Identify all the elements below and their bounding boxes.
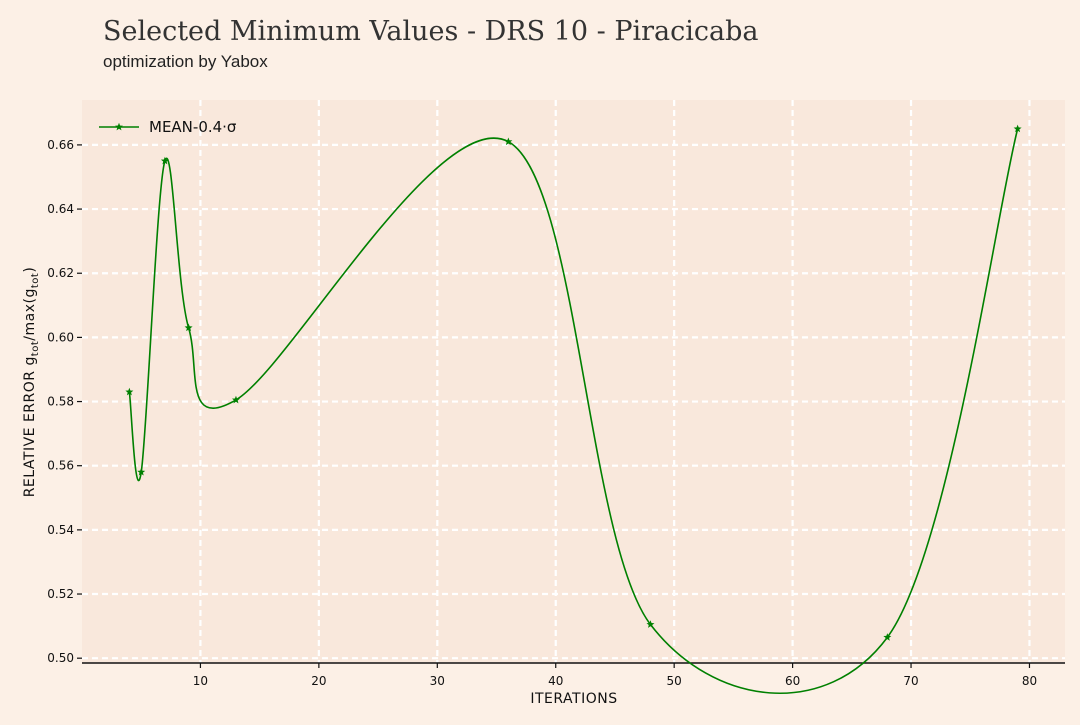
x-tick-label: 30 [430, 674, 445, 688]
y-tick-label: 0.60 [47, 330, 74, 344]
data-point [160, 156, 169, 165]
x-tick-label: 60 [785, 674, 800, 688]
data-point [137, 467, 146, 476]
legend-star-marker [115, 122, 123, 131]
y-tick-label: 0.54 [47, 523, 74, 537]
y-axis-label-sub1: tot [30, 341, 41, 356]
x-tick-label: 10 [193, 674, 208, 688]
y-tick-label: 0.56 [47, 459, 74, 473]
data-point [646, 620, 655, 628]
chart-subtitle: optimization by Yabox [103, 52, 268, 71]
y-tick-label: 0.62 [47, 266, 74, 280]
x-tick-label: 20 [311, 674, 326, 688]
y-axis-label-mid: /max(g [22, 288, 38, 341]
y-axis-label-post: ) [22, 267, 38, 273]
x-tick-label: 70 [903, 674, 918, 688]
series-layer [125, 124, 1022, 694]
data-point [504, 137, 513, 146]
grid [82, 100, 1065, 663]
data-point [231, 395, 240, 404]
y-ticks: 0.50 0.52 0.54 0.56 0.58 0.60 0.62 0.64 0.66 [47, 138, 82, 665]
x-tick-label: 80 [1022, 674, 1037, 688]
legend-label: MEAN-0.4·σ [149, 118, 237, 136]
y-axis-label-pre: RELATIVE ERROR g [22, 356, 38, 497]
y-tick-label: 0.64 [47, 202, 74, 216]
x-tick-label: 40 [548, 674, 563, 688]
chart-title: Selected Minimum Values - DRS 10 - Pirac… [103, 16, 759, 47]
y-axis-label: RELATIVE ERROR gtot/max(gtot) [22, 267, 41, 498]
data-point [1013, 124, 1022, 133]
data-point [125, 387, 134, 396]
series-line [128, 128, 1019, 694]
y-tick-label: 0.50 [47, 651, 74, 665]
plot-area [82, 100, 1065, 663]
y-axis-label-sub2: tot [30, 273, 41, 288]
y-tick-label: 0.66 [47, 138, 74, 152]
data-point [883, 633, 892, 641]
x-axis-label: ITERATIONS [530, 691, 617, 707]
data-point [184, 323, 193, 332]
y-tick-label: 0.58 [47, 395, 74, 409]
x-ticks: 10 20 30 40 50 60 70 80 [193, 663, 1037, 688]
y-tick-label: 0.52 [47, 587, 74, 601]
x-tick-label: 50 [667, 674, 682, 688]
legend: MEAN-0.4·σ [99, 118, 237, 136]
